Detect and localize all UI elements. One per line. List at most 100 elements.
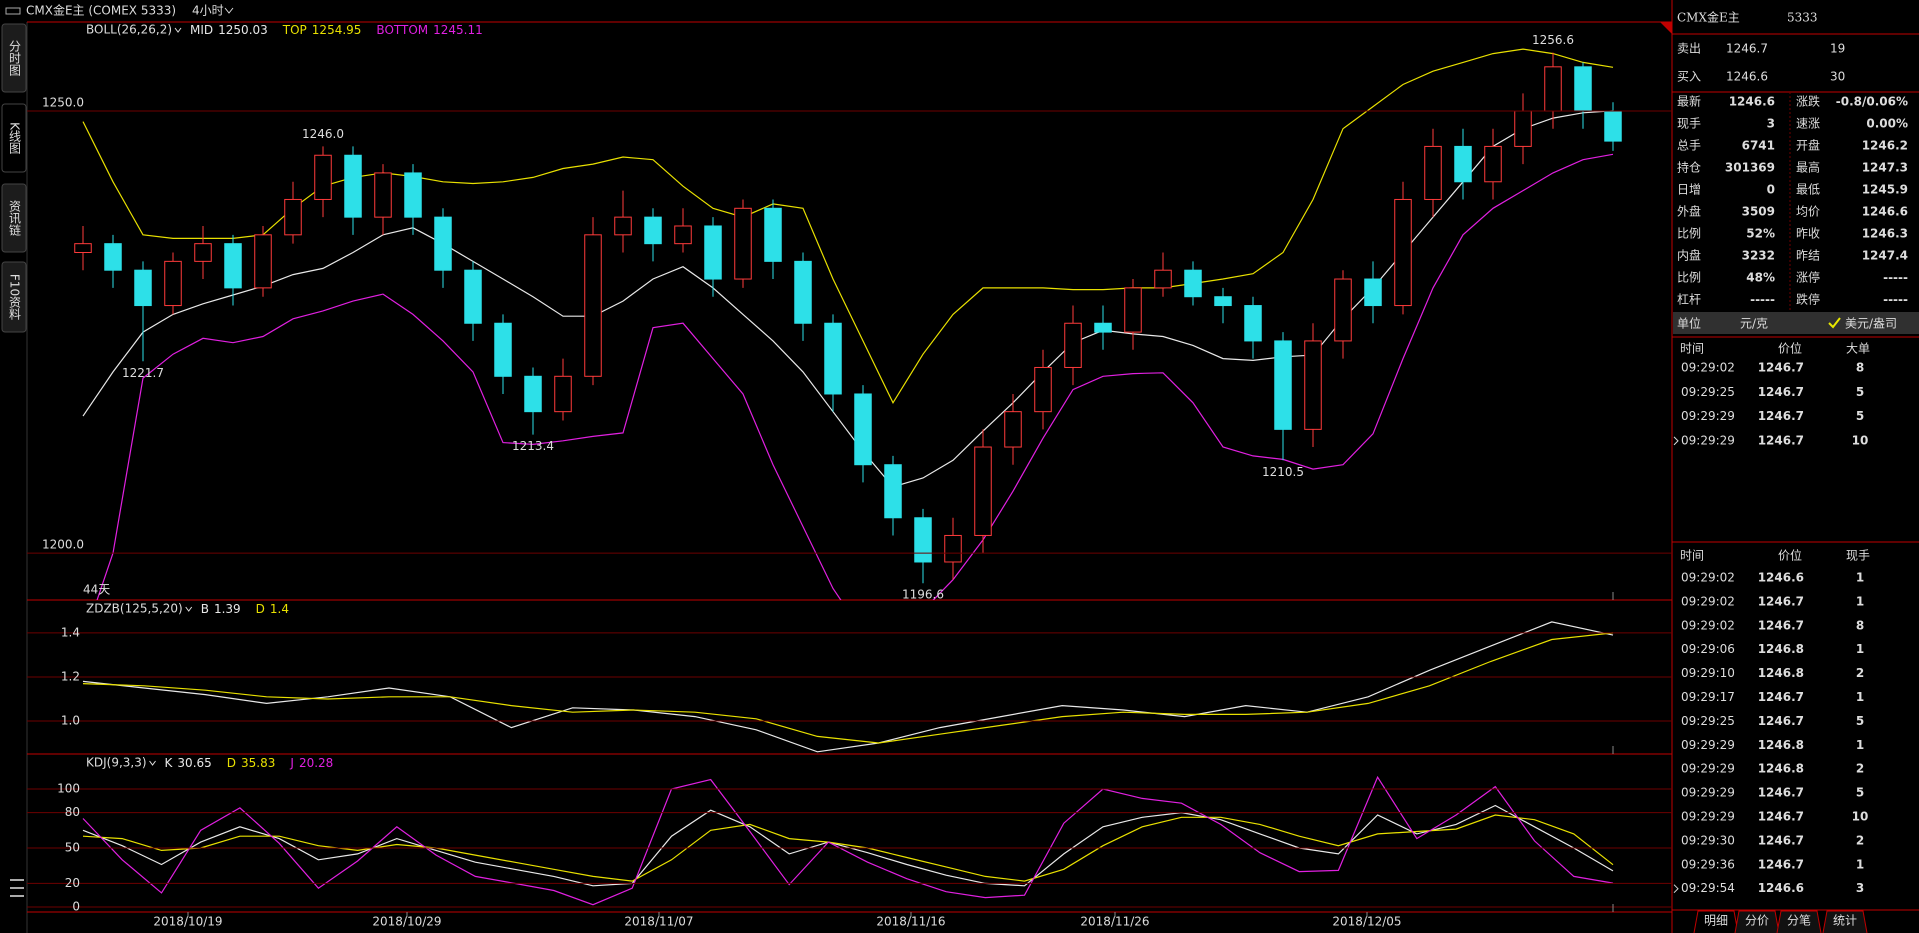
symbol-code: 5333 [1787,11,1818,25]
row-time: 09:29:29 [1681,738,1735,752]
legend-item: MID 1250.03 [190,23,268,37]
legend-name: K [165,756,174,770]
quote-label: 比例 [1677,271,1701,285]
row-price: 1246.7 [1758,786,1804,800]
quote-label: 最新 [1677,94,1701,109]
tab-shape[interactable] [1734,910,1780,933]
legend-name: TOP [282,23,307,37]
row-marker [1673,436,1679,446]
row-price: 1246.8 [1758,666,1804,680]
row-volume: 2 [1856,762,1864,776]
row-price: 1246.7 [1758,810,1804,824]
row-price: 1246.7 [1758,714,1804,728]
sidebar-tab-label[interactable]: 分时图 [8,40,22,76]
row-time: 09:29:02 [1681,618,1735,632]
row-time: 09:29:25 [1681,714,1735,728]
tab-shape[interactable] [1776,910,1822,933]
period-selector[interactable]: 4小时 [192,4,224,18]
legend-value: 1.4 [270,602,289,616]
table-header: 时间 [1680,342,1704,356]
row-time: 09:29:29 [1681,433,1735,447]
quote-value: ----- [1750,293,1775,307]
legend-name: B [201,602,209,616]
candle-body [134,269,152,307]
row-price: 1246.8 [1758,738,1804,752]
quote-value: 3509 [1742,205,1775,219]
candle-body [1274,340,1292,430]
row-price: 1246.7 [1758,833,1804,847]
tab-label[interactable]: 明细 [1704,914,1728,928]
extreme-label: 1196.6 [902,588,944,602]
sidebar-tab[interactable] [1,183,27,253]
order-label: 卖出 [1677,42,1701,56]
candle-body [914,517,932,563]
candle-body [164,260,182,307]
candle-body [434,216,452,271]
candle-body [104,243,122,271]
x-tick-label: 2018/12/05 [1332,915,1401,929]
quote-label: 最低 [1796,183,1820,197]
row-time: 09:29:02 [1681,594,1735,608]
candle-body [374,172,392,218]
unit-usd[interactable]: 美元/盎司 [1845,317,1897,331]
row-volume: 1 [1856,571,1864,585]
quote-label: 涨停 [1796,270,1820,285]
x-tick-label: 2018/10/19 [153,915,222,929]
table-header: 价位 [1778,341,1802,356]
candle-body [1364,278,1382,307]
unit-cny[interactable]: 元/克 [1740,317,1768,331]
tab-label[interactable]: 分价 [1745,914,1769,928]
candle-body [1544,66,1562,112]
row-marker [1673,884,1679,894]
quote-value: 3 [1767,117,1775,131]
row-price: 1246.7 [1758,857,1804,871]
tab-label[interactable]: 统计 [1833,914,1857,928]
candle-body [674,225,692,245]
quote-value: 1245.9 [1862,183,1908,197]
quote-value: -0.8/0.06% [1836,95,1908,109]
x-tick-label: 2018/10/29 [372,915,441,929]
legend-item: D 35.83 [227,756,276,770]
candle-body [74,243,92,254]
candle-body [494,322,512,377]
sidebar-tab-label[interactable]: 资讯链 [8,200,22,236]
tab-shape[interactable] [1693,910,1739,933]
corner-marker [1660,22,1672,34]
tab-shape[interactable] [1822,910,1868,933]
quote-label: 总手 [1677,139,1701,153]
row-time: 09:29:17 [1681,690,1735,704]
row-time: 09:29:02 [1681,361,1735,375]
candle-body [764,207,782,262]
row-volume: 10 [1852,433,1869,447]
sidebar-tab-label[interactable]: K线图 [8,122,22,154]
quote-value: 1246.2 [1862,139,1908,153]
quote-label: 跌停 [1796,292,1820,307]
legend-value: 1254.95 [312,23,362,37]
row-price: 1246.7 [1758,409,1804,423]
x-tick-label: 2018/11/26 [1080,915,1149,929]
candle-body [824,322,842,395]
quote-value: 0 [1767,183,1775,197]
candle-body [404,172,422,218]
quote-value: 1247.4 [1862,249,1908,263]
legend-item: D 1.4 [256,602,289,616]
sidebar-tab-label[interactable]: F10资料 [8,274,22,320]
tab-label[interactable]: 分笔 [1787,913,1811,928]
legend-value: 35.83 [241,756,275,770]
plot-area [74,48,1622,600]
row-price: 1246.7 [1758,690,1804,704]
sidebar-tab[interactable] [1,23,27,93]
y-tick-label: 1.2 [61,669,80,683]
row-volume: 2 [1856,666,1864,680]
sidebar-tab[interactable] [1,261,27,333]
quote-label: 外盘 [1677,204,1701,219]
row-price: 1246.7 [1758,385,1804,399]
boll-line [82,110,1614,488]
indicator-name: KDJ(9,3,3) [86,756,147,770]
quote-value: 1246.3 [1862,227,1908,241]
legend-name: J [289,756,294,770]
table-header: 现手 [1846,549,1870,563]
row-time: 09:29:29 [1681,409,1735,423]
sidebar-tab[interactable] [1,103,27,173]
